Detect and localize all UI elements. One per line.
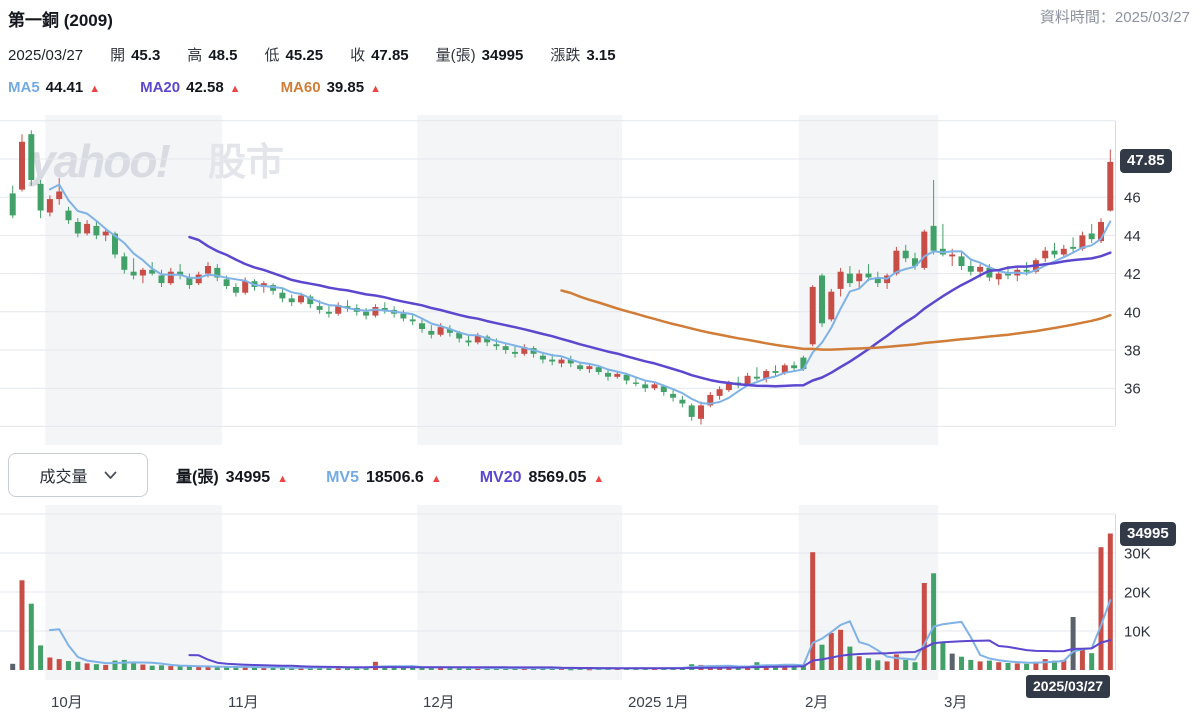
up-triangle-icon: ▲ (89, 83, 101, 95)
month-label: 3月 (944, 694, 968, 711)
svg-text:30K: 30K (1124, 546, 1151, 563)
up-triangle-icon: ▲ (370, 83, 382, 95)
svg-text:40: 40 (1124, 304, 1141, 321)
indicator-selector[interactable]: 成交量 (8, 453, 148, 497)
up-triangle-icon: ▲ (277, 473, 289, 485)
price-gridlines (0, 120, 1116, 427)
svg-text:42: 42 (1124, 266, 1141, 283)
price-axis-labels: 46 44 42 40 38 36 (1124, 190, 1141, 398)
watermark-logo: yahoo! (28, 135, 170, 187)
svg-text:36: 36 (1124, 381, 1141, 398)
last-price-badge: 47.85 (1120, 149, 1172, 174)
change-field: 漲跌 3.15 (550, 47, 616, 64)
svg-text:46: 46 (1124, 190, 1141, 207)
volume-legend: 量(張) 34995 ▲ (176, 469, 289, 486)
last-volume-badge: 34995 (1120, 522, 1176, 547)
ma-legend-row: MA5 44.41 ▲ MA20 42.58 ▲ MA60 39.85 ▲ (8, 79, 381, 96)
mv5-legend: MV5 18506.6 ▲ (326, 469, 442, 486)
svg-text:10K: 10K (1124, 624, 1151, 641)
ma5-legend: MA5 44.41 ▲ (8, 79, 101, 96)
month-label: 11月 (228, 694, 259, 711)
svg-text:20K: 20K (1124, 585, 1151, 602)
ma60-legend: MA60 39.85 ▲ (280, 79, 382, 96)
up-triangle-icon: ▲ (430, 473, 442, 485)
volume-gridlines (0, 513, 1116, 670)
volume-field: 量(張) 34995 (435, 47, 524, 64)
header: 第一銅 (2009) 資料時間：2025/03/27 (8, 6, 1190, 31)
chevron-down-icon (104, 471, 117, 480)
svg-text:38: 38 (1124, 343, 1141, 360)
ma-lines (48, 183, 1112, 405)
month-label: 2025 1月 (628, 694, 689, 711)
last-date-badge: 2025/03/27 (1026, 675, 1111, 698)
ma20-legend: MA20 42.58 ▲ (140, 79, 241, 96)
mv20-legend: MV20 8569.05 ▲ (479, 469, 605, 486)
low-field: 低 45.25 (264, 47, 324, 64)
price-chart-canvas[interactable]: yahoo! 股市 46 44 42 40 38 36 (0, 115, 1200, 445)
indicator-selector-label: 成交量 (39, 469, 88, 486)
month-label: 10月 (51, 694, 83, 711)
up-triangle-icon: ▲ (593, 473, 605, 485)
high-field: 高 48.5 (187, 47, 238, 64)
volume-chart-canvas[interactable]: 30K 20K 10K (0, 505, 1200, 680)
watermark-suffix: 股市 (208, 142, 284, 184)
quote-date: 2025/03/27 (8, 47, 84, 64)
candles[interactable] (9, 130, 1114, 425)
close-field: 收 47.85 (350, 47, 409, 64)
mv-lines (48, 599, 1112, 670)
volume-axis-labels: 30K 20K 10K (1124, 546, 1151, 641)
open-field: 開 45.3 (110, 47, 161, 64)
watermark: yahoo! 股市 (28, 135, 284, 187)
up-triangle-icon: ▲ (229, 83, 241, 95)
data-time-label: 資料時間：2025/03/27 (1039, 9, 1190, 26)
ohlc-row: 2025/03/27 開 45.3 高 48.5 低 45.25 收 47.85… (8, 44, 616, 65)
month-label: 2月 (805, 694, 829, 711)
volume-header: 成交量 量(張) 34995 ▲ MV5 18506.6 ▲ MV20 8569… (8, 453, 604, 497)
volume-legend-row: 量(張) 34995 ▲ MV5 18506.6 ▲ MV20 8569.05 … (176, 463, 604, 487)
svg-text:44: 44 (1124, 228, 1141, 245)
page-title: 第一銅 (2009) (8, 11, 113, 30)
month-label: 12月 (423, 694, 455, 711)
month-bands (45, 115, 939, 445)
